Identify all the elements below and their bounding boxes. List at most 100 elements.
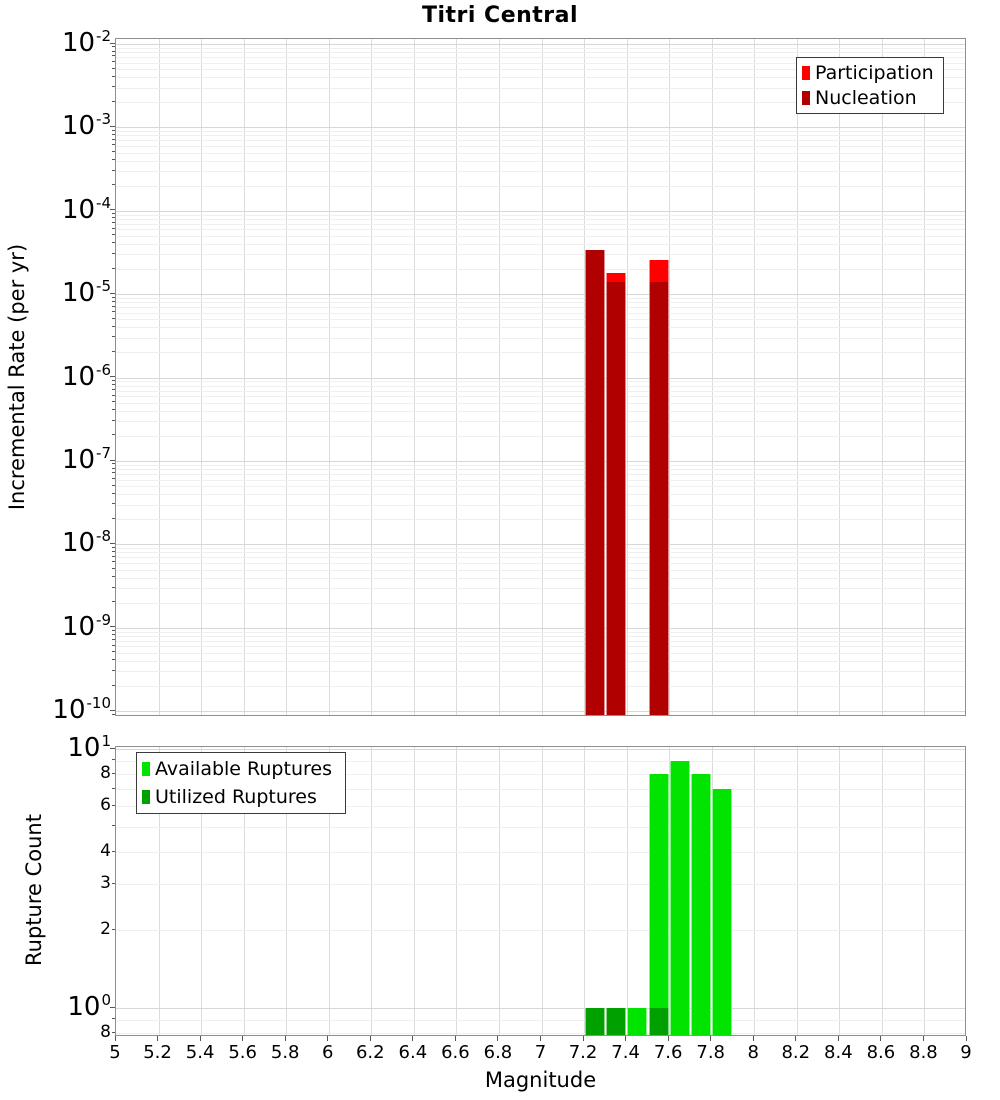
rate-legend: Participation Nucleation — [796, 57, 944, 114]
grid-line-vertical — [328, 747, 330, 1035]
y-tick — [112, 133, 115, 135]
y-tick — [112, 234, 115, 236]
nucleation-swatch-icon — [802, 91, 810, 106]
y-tick — [112, 227, 115, 229]
grid-line-vertical — [924, 39, 926, 715]
grid-line-vertical — [754, 747, 756, 1035]
x-tick — [497, 1036, 499, 1041]
grid-line-minor — [116, 302, 965, 304]
top-y-axis-title-text: Incremental Rate (per yr) — [5, 243, 29, 511]
grid-line-minor — [116, 577, 965, 579]
grid-line-minor — [116, 47, 965, 49]
y-tick — [112, 546, 115, 548]
x-tick-label: 6.6 — [441, 1042, 470, 1063]
y-tick — [112, 336, 115, 338]
x-tick — [795, 1036, 797, 1041]
grid-line-minor — [116, 588, 965, 589]
bar-available-ruptures — [648, 774, 669, 1035]
grid-line-vertical — [881, 747, 883, 1035]
y-tick — [112, 296, 115, 298]
y-tick — [110, 542, 115, 544]
x-tick — [157, 1036, 159, 1041]
x-tick-label: 6.2 — [355, 1042, 385, 1063]
bar-nucleation — [605, 282, 626, 715]
y-tick — [112, 576, 115, 578]
grid-line-vertical — [924, 747, 926, 1035]
y-tick — [112, 1031, 115, 1033]
grid-line-minor — [116, 671, 965, 673]
x-tick — [327, 1036, 329, 1041]
y-tick-exponent: -4 — [96, 193, 111, 212]
y-tick — [112, 222, 115, 224]
grid-line-vertical — [456, 39, 458, 715]
x-tick-label: 5.6 — [228, 1042, 257, 1063]
x-tick — [880, 1036, 882, 1041]
y-tick — [112, 463, 115, 465]
grid-line-minor — [116, 87, 965, 89]
y-tick-label: 10-6 — [61, 360, 111, 392]
grid-line-minor — [116, 557, 965, 559]
grid-line-major — [116, 749, 965, 750]
grid-line-minor — [116, 235, 965, 237]
bar-available-ruptures — [712, 789, 733, 1035]
y-tick — [112, 639, 115, 641]
y-tick — [112, 759, 115, 761]
y-tick — [110, 1006, 115, 1008]
grid-line-minor — [116, 145, 965, 147]
x-tick — [114, 1036, 116, 1041]
grid-line-minor — [116, 486, 965, 488]
grid-line-minor — [116, 214, 965, 216]
y-tick — [112, 804, 115, 806]
y-tick-label: 4 — [100, 841, 111, 862]
y-tick — [110, 125, 115, 127]
grid-line-minor — [116, 806, 965, 808]
grid-line-minor — [116, 686, 965, 688]
grid-line-minor — [116, 789, 965, 791]
y-tick — [112, 350, 115, 352]
y-tick — [112, 86, 115, 88]
y-tick — [112, 492, 115, 494]
grid-line-vertical — [669, 747, 671, 1035]
y-tick — [110, 747, 115, 749]
grid-line-minor — [116, 569, 965, 571]
y-tick — [110, 42, 115, 44]
y-tick — [112, 684, 115, 686]
grid-line-vertical — [158, 747, 160, 1035]
grid-line-vertical — [584, 747, 586, 1035]
y-tick — [110, 376, 115, 378]
y-tick — [112, 713, 115, 715]
y-tick-label: 3 — [100, 873, 111, 894]
y-tick — [112, 213, 115, 215]
grid-line-minor — [116, 631, 965, 633]
x-axis-title: Magnitude — [484, 1068, 597, 1092]
y-tick-exponent: -10 — [86, 694, 112, 713]
grid-line-minor — [116, 385, 965, 387]
y-tick — [110, 626, 115, 628]
grid-line-minor — [116, 715, 965, 716]
y-tick — [112, 389, 115, 391]
grid-line-vertical — [243, 39, 245, 715]
utilized-ruptures-swatch-icon — [142, 789, 150, 804]
grid-line-minor — [116, 1033, 965, 1035]
bar-utilized-ruptures — [584, 1008, 605, 1035]
y-tick — [112, 252, 115, 254]
grid-line-minor — [116, 640, 965, 642]
legend-item-utilized-ruptures: Utilized Ruptures — [137, 786, 345, 808]
bar-nucleation — [648, 282, 669, 715]
y-tick — [112, 850, 115, 852]
x-tick — [199, 1036, 201, 1041]
x-tick-label: 5.2 — [143, 1042, 172, 1063]
y-tick — [112, 401, 115, 403]
x-tick — [837, 1036, 839, 1041]
grid-line-vertical — [881, 39, 883, 715]
x-tick-label: 8.2 — [781, 1042, 811, 1063]
grid-line-vertical — [286, 39, 288, 715]
y-tick — [112, 630, 115, 632]
y-tick — [112, 50, 115, 52]
y-tick — [112, 384, 115, 386]
grid-line-vertical — [413, 39, 415, 715]
grid-line-minor — [116, 390, 965, 392]
x-tick-label: 7.6 — [653, 1042, 683, 1063]
grid-line-minor — [116, 102, 965, 104]
grid-line-minor — [116, 218, 965, 220]
